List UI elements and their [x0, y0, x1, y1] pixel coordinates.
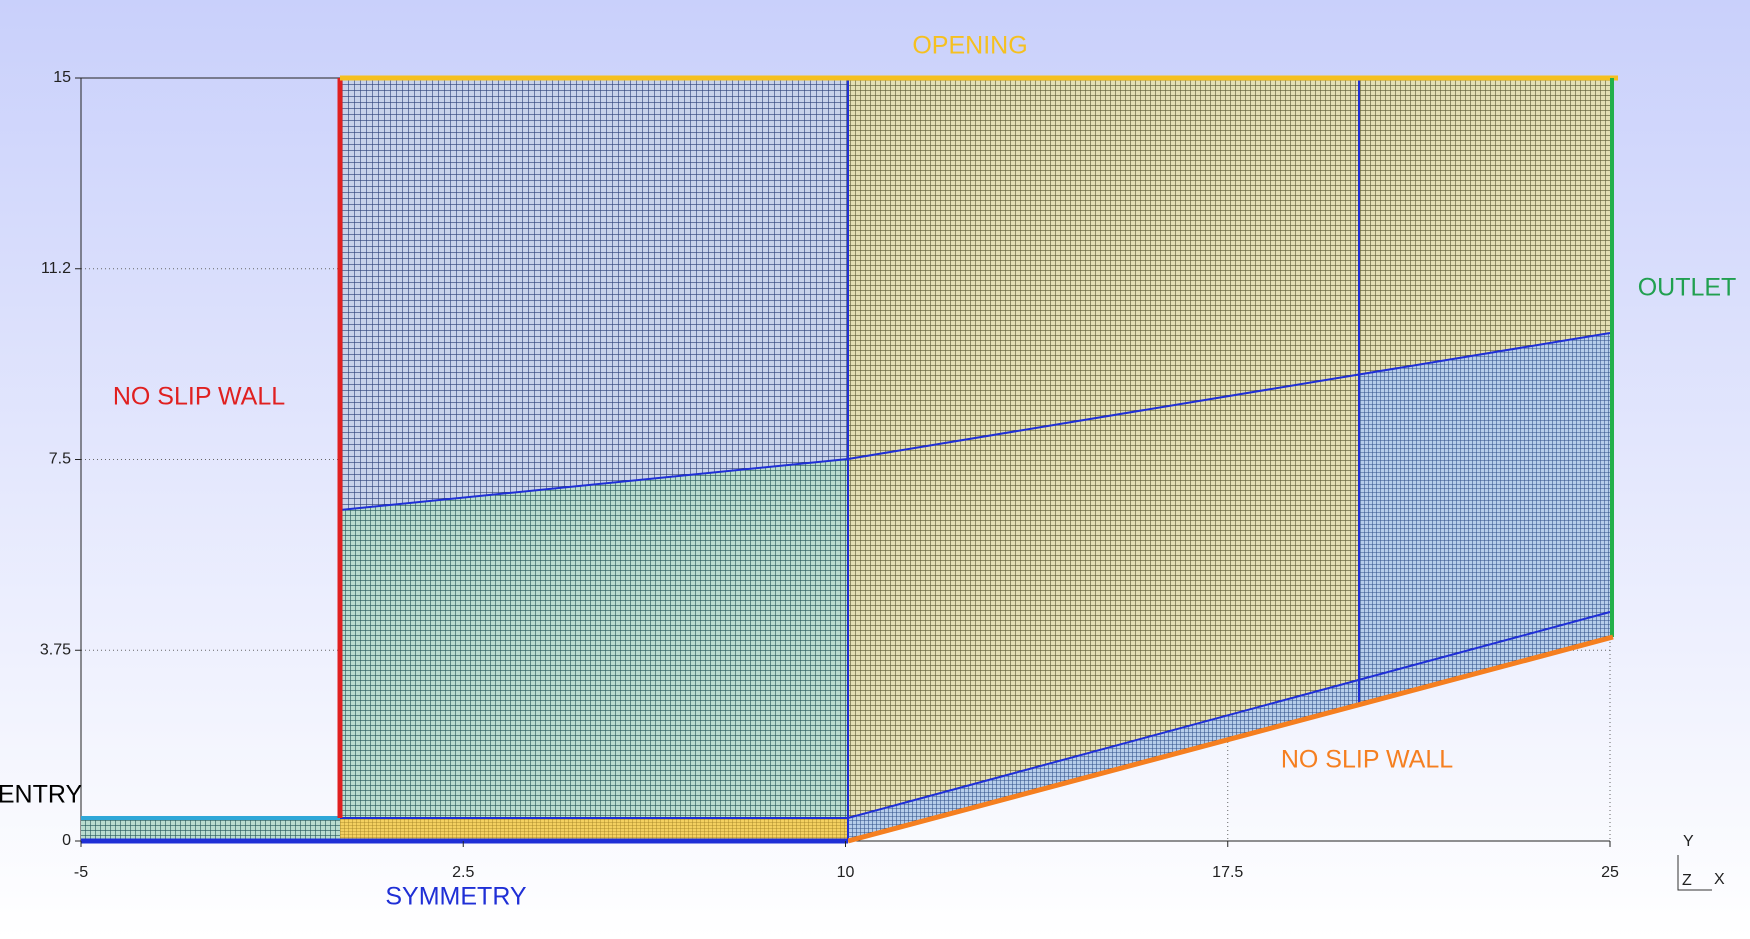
x-tick-label: 17.5	[1212, 864, 1243, 881]
y-tick-label: 11.2	[41, 260, 71, 277]
x-tick-label: 10	[837, 864, 855, 881]
triad-label: Z	[1682, 872, 1692, 889]
y-tick-label: 7.5	[49, 451, 71, 468]
x-tick-label: 2.5	[452, 864, 474, 881]
y-tick-label: 0	[62, 832, 71, 849]
x-tick-label: -5	[74, 864, 88, 881]
symmetry-label: SYMMETRY	[385, 883, 527, 911]
wall-label: NO SLIP WALL	[113, 383, 285, 411]
mesh	[81, 75, 1618, 844]
triad-label: X	[1714, 871, 1725, 888]
y-tick-label: 3.75	[40, 641, 71, 658]
outlet-label: OUTLET	[1638, 274, 1737, 302]
opening-label: OPENING	[912, 32, 1027, 60]
wall-label: NO SLIP WALL	[1281, 746, 1453, 774]
x-tick-label: 25	[1601, 864, 1619, 881]
entry-label: ENTRY	[0, 781, 82, 809]
axis-triad: Y Z X	[1677, 833, 1725, 891]
triad-label: Y	[1683, 833, 1694, 850]
y-tick-label: 15	[53, 69, 71, 86]
boundary-labels: OPENING OUTLET NO SLIP WALL NO SLIP WALL…	[0, 32, 1736, 911]
